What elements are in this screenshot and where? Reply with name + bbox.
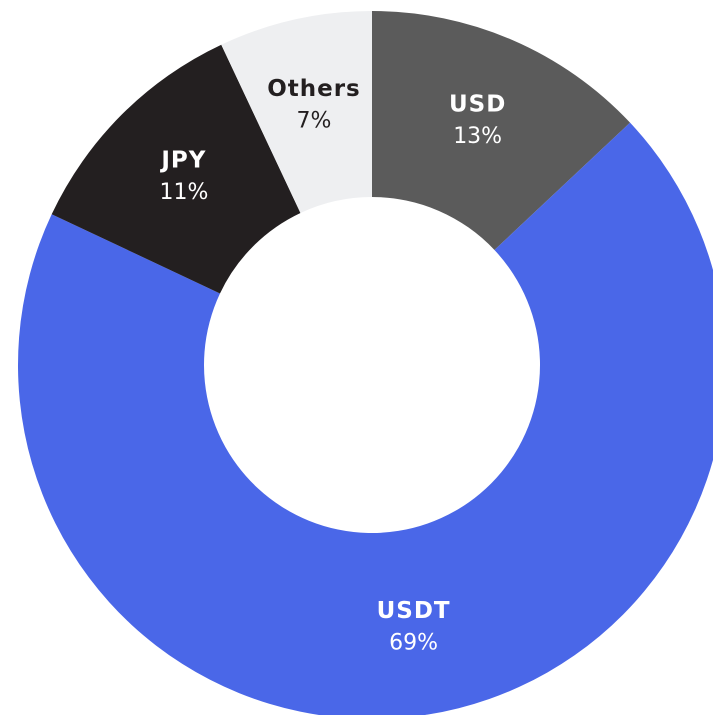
slice <box>372 11 631 250</box>
slice-label: USDT <box>377 598 451 624</box>
slice-value-label: 69% <box>389 631 438 656</box>
slice <box>51 44 301 294</box>
slice <box>221 11 372 213</box>
slice-label: Others <box>267 76 361 102</box>
slice-value-label: 11% <box>159 180 208 205</box>
slice-label: USD <box>449 91 506 117</box>
slice-value-label: 13% <box>453 124 502 149</box>
slice <box>18 122 713 715</box>
slice-value-label: 7% <box>297 108 332 133</box>
slice-label: JPY <box>159 147 206 173</box>
